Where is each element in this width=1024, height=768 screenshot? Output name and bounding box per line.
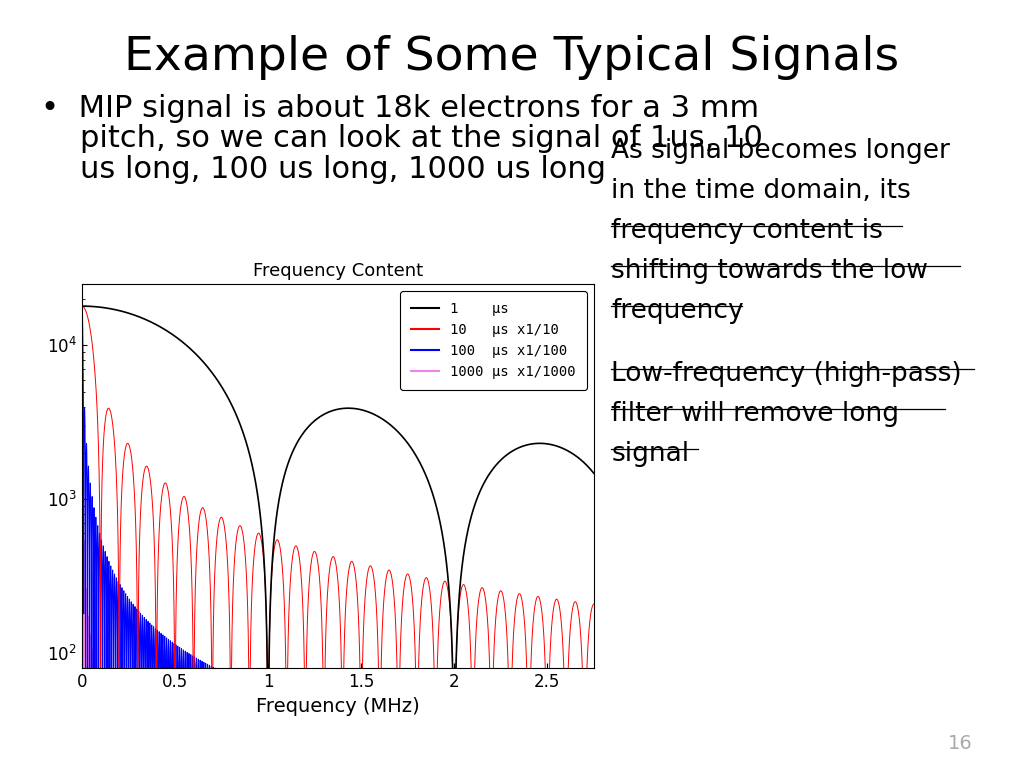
Text: frequency content is: frequency content is	[611, 218, 884, 244]
Text: 16: 16	[948, 733, 973, 753]
Text: shifting towards the low: shifting towards the low	[611, 258, 929, 284]
Text: •  MIP signal is about 18k electrons for a 3 mm: • MIP signal is about 18k electrons for …	[41, 94, 759, 123]
X-axis label: Frequency (MHz): Frequency (MHz)	[256, 697, 420, 716]
Text: in the time domain, its: in the time domain, its	[611, 178, 911, 204]
Text: As signal becomes longer: As signal becomes longer	[611, 138, 950, 164]
Text: Low-frequency (high-pass): Low-frequency (high-pass)	[611, 361, 962, 387]
Text: filter will remove long: filter will remove long	[611, 401, 899, 427]
Text: signal: signal	[611, 441, 689, 467]
Legend: 1    μs, 10   μs x1/10, 100  μs x1/100, 1000 μs x1/1000: 1 μs, 10 μs x1/10, 100 μs x1/100, 1000 μ…	[400, 291, 587, 390]
Text: pitch, so we can look at the signal of 1us, 10: pitch, so we can look at the signal of 1…	[41, 124, 763, 154]
Text: us long, 100 us long, 1000 us long: us long, 100 us long, 1000 us long	[41, 155, 606, 184]
Text: frequency: frequency	[611, 298, 744, 324]
Text: Example of Some Typical Signals: Example of Some Typical Signals	[125, 35, 899, 80]
Title: Frequency Content: Frequency Content	[253, 262, 423, 280]
